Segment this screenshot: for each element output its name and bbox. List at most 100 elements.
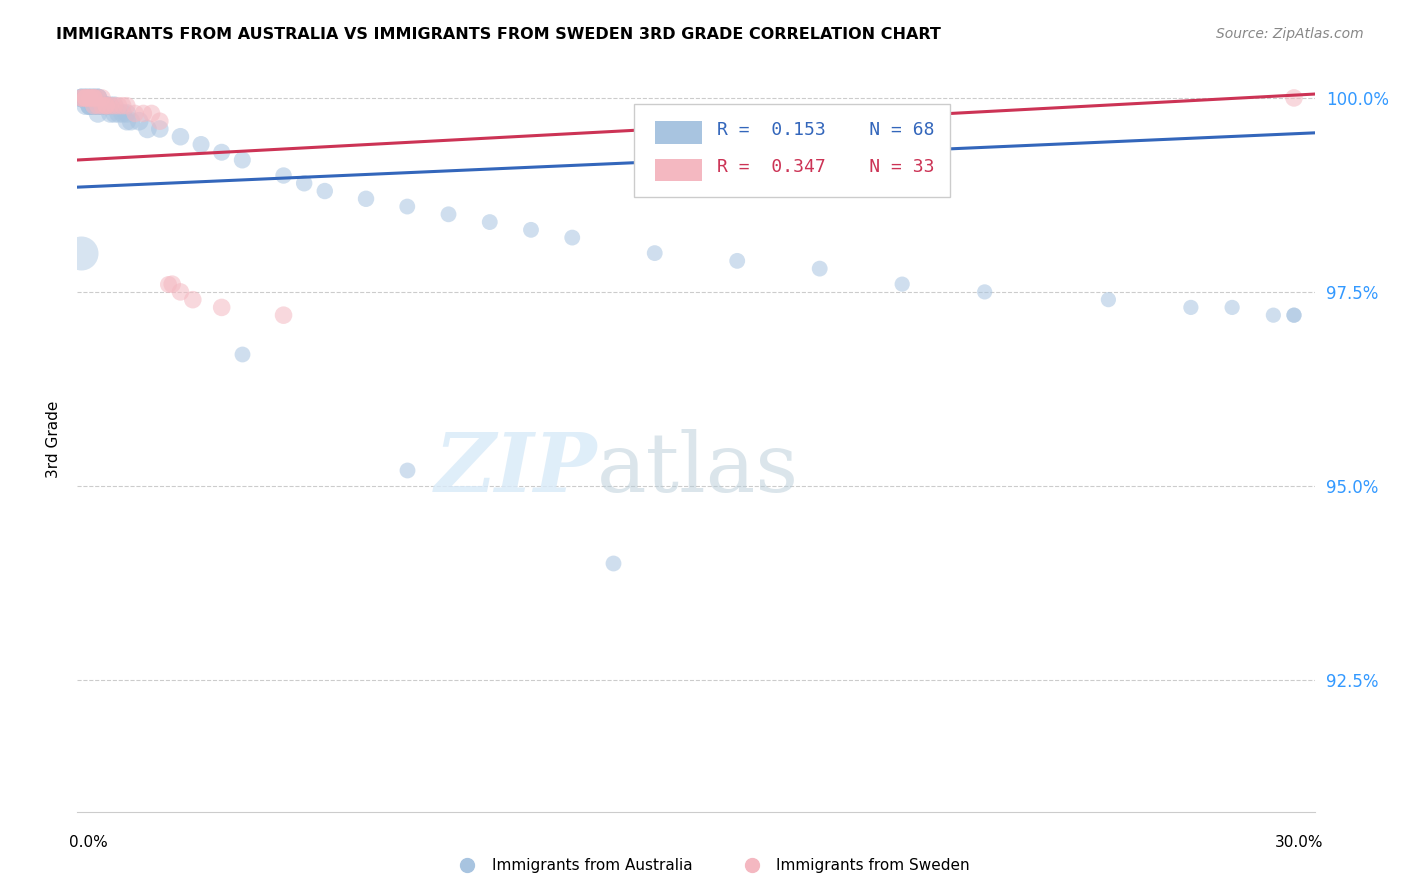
Point	[83, 98, 105, 112]
Point	[437, 207, 460, 221]
Point	[211, 145, 233, 160]
Point	[314, 184, 336, 198]
Point	[83, 98, 105, 112]
Point	[1097, 293, 1119, 307]
Point	[169, 285, 191, 299]
Point	[1282, 308, 1305, 322]
Point	[96, 98, 118, 112]
Point	[79, 98, 101, 112]
Point	[115, 98, 138, 112]
Point	[83, 91, 105, 105]
Text: ZIP: ZIP	[434, 429, 598, 509]
Point	[808, 261, 831, 276]
Point	[75, 91, 97, 105]
Point	[141, 106, 163, 120]
Text: 30.0%: 30.0%	[1274, 835, 1323, 850]
Point	[160, 277, 183, 292]
Point	[79, 91, 101, 105]
Text: Source: ZipAtlas.com: Source: ZipAtlas.com	[1216, 27, 1364, 41]
Point	[75, 91, 97, 105]
Point	[87, 98, 110, 112]
Point	[70, 91, 93, 105]
Point	[91, 98, 114, 112]
Point	[75, 91, 97, 105]
Text: R =  0.153    N = 68: R = 0.153 N = 68	[717, 121, 935, 139]
Point	[87, 91, 110, 105]
Point	[124, 106, 146, 120]
Point	[1220, 301, 1243, 315]
Point	[91, 98, 114, 112]
Point	[98, 106, 121, 120]
Point	[75, 91, 97, 105]
Point	[83, 91, 105, 105]
Point	[1282, 308, 1305, 322]
Point	[83, 91, 105, 105]
Point	[1180, 301, 1202, 315]
Point	[149, 114, 172, 128]
Point	[132, 106, 155, 120]
Y-axis label: 3rd Grade: 3rd Grade	[46, 401, 62, 478]
Bar	[655, 159, 702, 181]
Point	[87, 91, 110, 105]
Point	[75, 91, 97, 105]
Point	[83, 91, 105, 105]
Point	[70, 91, 93, 105]
Point	[98, 98, 121, 112]
Point	[292, 176, 315, 190]
Point	[111, 98, 134, 112]
Point	[87, 98, 110, 112]
Point	[115, 106, 138, 120]
Point	[396, 200, 419, 214]
Text: R =  0.347    N = 33: R = 0.347 N = 33	[717, 159, 935, 177]
Point	[1263, 308, 1285, 322]
Point	[231, 153, 253, 167]
Point	[107, 98, 129, 112]
Point	[70, 91, 93, 105]
Point	[83, 91, 105, 105]
Point	[396, 463, 419, 477]
Point	[111, 106, 134, 120]
Point	[602, 557, 624, 571]
Point	[891, 277, 914, 292]
Point	[115, 114, 138, 128]
Point	[70, 246, 93, 260]
Point	[96, 98, 118, 112]
Point	[1282, 91, 1305, 105]
Point	[87, 98, 110, 112]
Point	[136, 122, 159, 136]
Point	[103, 98, 125, 112]
Point	[149, 122, 172, 136]
Point	[91, 91, 114, 105]
Point	[96, 98, 118, 112]
Point	[79, 91, 101, 105]
Point	[354, 192, 377, 206]
Point	[211, 301, 233, 315]
Point	[973, 285, 995, 299]
Text: atlas: atlas	[598, 429, 799, 509]
Point	[128, 114, 150, 128]
Point	[79, 98, 101, 112]
Point	[83, 98, 105, 112]
Point	[83, 98, 105, 112]
Point	[231, 347, 253, 361]
Point	[190, 137, 212, 152]
Point	[120, 114, 142, 128]
Point	[87, 91, 110, 105]
Point	[157, 277, 180, 292]
Point	[273, 308, 295, 322]
Point	[725, 253, 748, 268]
Point	[103, 106, 125, 120]
Point	[181, 293, 204, 307]
Text: Immigrants from Sweden: Immigrants from Sweden	[776, 858, 970, 873]
Point	[273, 169, 295, 183]
Point	[91, 98, 114, 112]
Point	[478, 215, 501, 229]
Bar	[655, 121, 702, 144]
Point	[79, 91, 101, 105]
Point	[91, 98, 114, 112]
Point	[87, 91, 110, 105]
Point	[96, 98, 118, 112]
Point	[561, 230, 583, 244]
Point	[70, 91, 93, 105]
Point	[98, 98, 121, 112]
